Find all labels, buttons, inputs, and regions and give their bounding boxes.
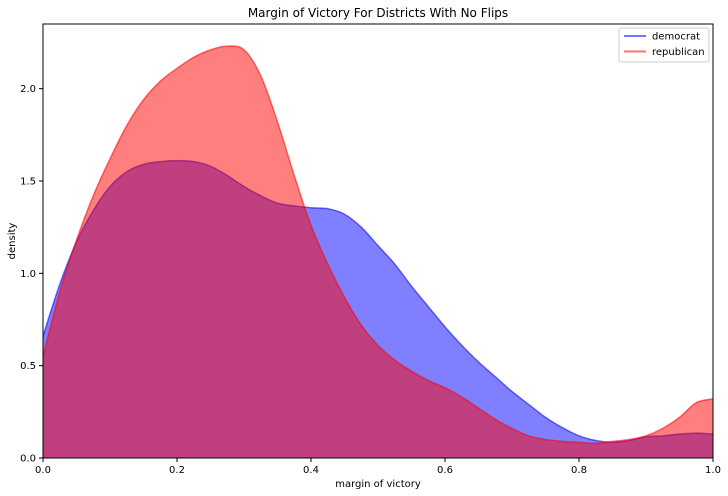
x-tick-label: 0.2 [169,465,185,476]
plot-frame [42,23,714,459]
plot-area [42,23,714,459]
x-tick-label: 0.8 [571,465,587,476]
x-tick-label: 0.6 [437,465,453,476]
y-tick-label: 1.5 [20,176,36,187]
y-tick-label: 1.0 [20,269,36,280]
series-republican-area [43,46,713,458]
series-republican-line [43,45,713,444]
y-axis-label: density [7,223,18,260]
y-tick-label: 0.0 [20,454,36,465]
y-tick-label: 2.0 [20,84,36,95]
y-tick-label: 0.5 [20,361,36,372]
chart-title: Margin of Victory For Districts With No … [248,6,508,20]
legend-label-democrat: democrat [652,32,700,43]
x-axis: 0.0 0.2 0.4 0.6 0.8 1.0 [35,458,721,476]
series-layer [43,45,713,458]
x-tick-label: 1.0 [705,465,721,476]
legend-label-republican: republican [652,47,705,58]
x-axis-label: margin of victory [335,479,421,490]
x-tick-label: 0.0 [35,465,51,476]
x-tick-label: 0.4 [303,465,319,476]
legend: democrat republican [618,27,710,63]
y-axis: 0.0 0.5 1.0 1.5 2.0 [20,84,43,465]
